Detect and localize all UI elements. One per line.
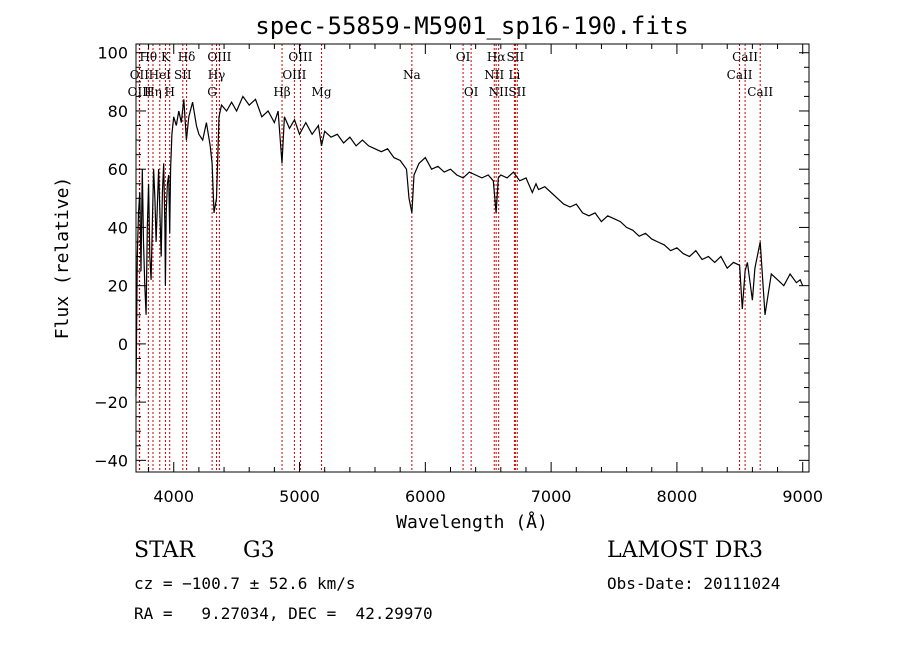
x-tick-label: 8000 bbox=[657, 487, 698, 506]
spectral-line-label: OI bbox=[456, 50, 471, 64]
y-tick-label: 20 bbox=[108, 277, 128, 296]
x-tick-label: 6000 bbox=[405, 487, 446, 506]
spectral-line-markers bbox=[138, 44, 761, 472]
spectral-line-label: Hα bbox=[487, 50, 506, 64]
y-tick-label: 60 bbox=[108, 160, 128, 179]
spectral-line-label: Hβ bbox=[273, 85, 290, 99]
y-tick-label: 100 bbox=[97, 44, 128, 63]
x-tick-label: 7000 bbox=[531, 487, 572, 506]
flux-series-line bbox=[135, 95, 804, 397]
spectral-line-label: K bbox=[161, 50, 171, 64]
spectral-line-label: CaII bbox=[727, 68, 753, 82]
spectral-line-label: Li bbox=[508, 68, 520, 82]
spectral-line-label: OI bbox=[464, 85, 479, 99]
plot-frame bbox=[135, 43, 810, 473]
spectral-line-label: OIII bbox=[288, 50, 312, 64]
spectral-line-label: SII bbox=[507, 50, 525, 64]
y-tick-label: −40 bbox=[94, 451, 128, 470]
spectral-line-label: H bbox=[164, 85, 174, 99]
y-axis-label: Flux (relative) bbox=[52, 177, 73, 340]
spectral-line-label: Hη bbox=[144, 85, 162, 99]
spectral-line-label: NII bbox=[484, 68, 504, 82]
spectral-line-label: OII bbox=[130, 68, 150, 82]
spectral-line-label: OIII bbox=[128, 85, 152, 99]
spectral-line-label: Hγ bbox=[208, 68, 226, 82]
spectral-line-label: SII bbox=[174, 68, 192, 82]
spectral-line-label: CaII bbox=[747, 85, 773, 99]
chart-title: spec-55859-M5901_sp16-190.fits bbox=[255, 12, 688, 40]
spectral-line-label: G bbox=[207, 85, 217, 99]
y-tick-label: 0 bbox=[118, 335, 128, 354]
y-tick-label: −20 bbox=[94, 393, 128, 412]
x-axis-ticks: 4000 5000 6000 7000 8000 9000 bbox=[148, 44, 823, 506]
spectral-line-label: CaII bbox=[732, 50, 758, 64]
x-tick-label: 4000 bbox=[153, 487, 194, 506]
spectral-line-label: HeI bbox=[149, 68, 172, 82]
spectral-line-label: Hδ bbox=[178, 50, 196, 64]
observation-date: Obs-Date: 20111024 bbox=[607, 574, 781, 593]
spectral-line-label: Mg bbox=[312, 85, 332, 99]
y-tick-label: 40 bbox=[108, 218, 128, 237]
spectral-line-label: SII bbox=[508, 85, 526, 99]
spectral-line-label: OIII bbox=[207, 50, 231, 64]
x-axis-label: Wavelength (Å) bbox=[396, 511, 548, 533]
spectral-line-label: Hθ bbox=[139, 50, 157, 64]
y-axis-ticks: −40 −20 0 20 40 60 80 100 bbox=[94, 44, 809, 470]
spectral-subclass: G3 bbox=[243, 538, 275, 563]
sky-coordinates: RA = 9.27034, DEC = 42.29970 bbox=[134, 604, 433, 623]
spectral-line-label: OIII bbox=[282, 68, 306, 82]
survey-name: LAMOST DR3 bbox=[607, 538, 763, 563]
object-class: STAR bbox=[134, 538, 195, 563]
y-tick-label: 80 bbox=[108, 102, 128, 121]
spectral-line-label: Na bbox=[403, 68, 421, 82]
spectral-line-label: NII bbox=[489, 85, 509, 99]
x-tick-label: 9000 bbox=[782, 487, 823, 506]
redshift-readout: cz = −100.7 ± 52.6 km/s bbox=[134, 574, 356, 593]
x-tick-label: 5000 bbox=[279, 487, 320, 506]
